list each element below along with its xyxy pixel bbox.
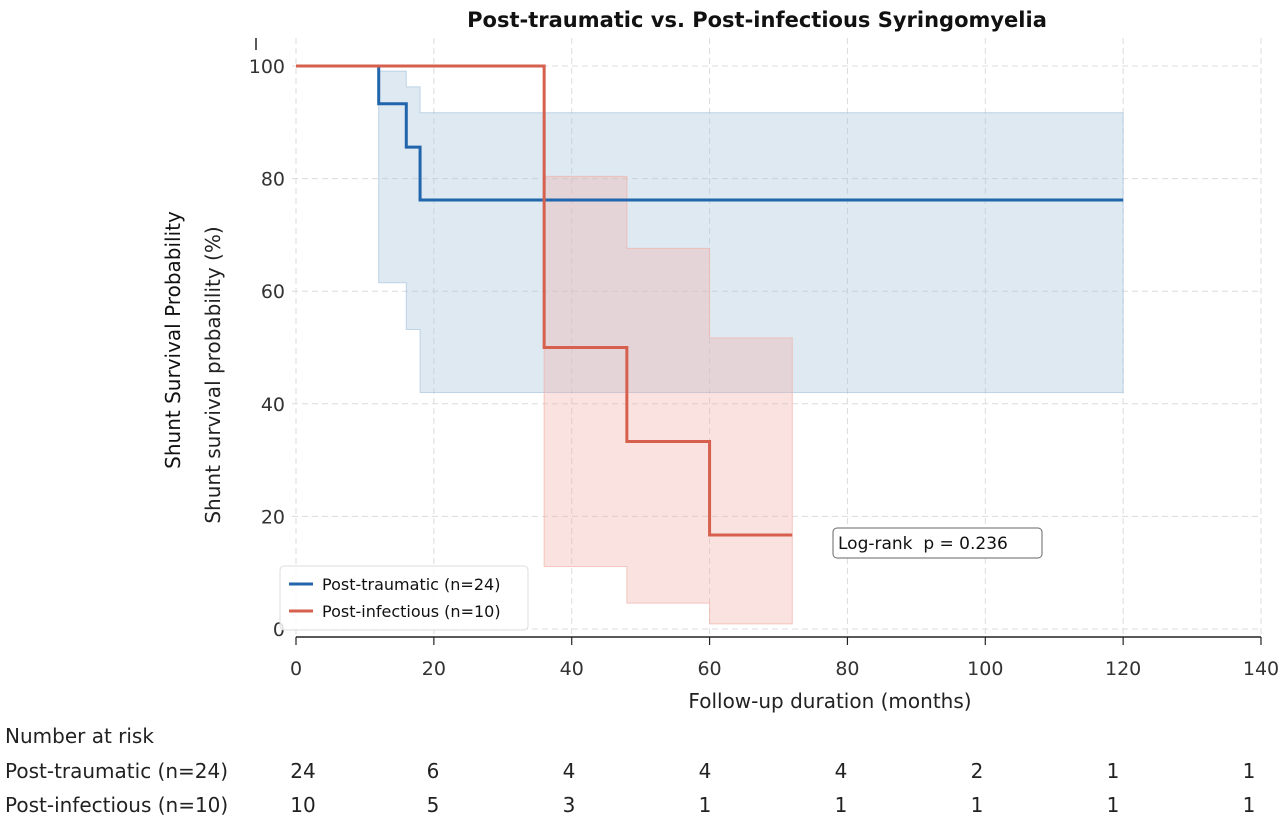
x-axis-label: Follow-up duration (months) bbox=[688, 689, 971, 713]
x-ticks: 0 20 40 60 80 100 120 140 bbox=[290, 637, 1279, 680]
x-tick-label-2: 40 bbox=[560, 658, 584, 680]
annotation-box bbox=[832, 527, 1043, 559]
risk-row-label-infectious: Post-infectious (n=10) bbox=[5, 793, 228, 817]
risk-count-infectious-140: 1 bbox=[1243, 793, 1256, 817]
risk-count-traumatic-60: 4 bbox=[699, 759, 712, 783]
x-tick-label-4: 80 bbox=[835, 658, 859, 680]
y-tick-label-1: 20 bbox=[261, 506, 285, 528]
risk-count-infectious-40: 3 bbox=[563, 793, 576, 817]
risk-count-infectious-0: 10 bbox=[290, 793, 315, 817]
axes bbox=[255, 38, 1261, 638]
legend: Post-traumatic (n=24) Post-infectious (n… bbox=[279, 565, 529, 631]
curve-infectious bbox=[296, 64, 793, 537]
risk-count-infectious-20: 5 bbox=[427, 793, 440, 817]
x-tick-label-1: 20 bbox=[422, 658, 446, 680]
risk-table: Number at risk Post-traumatic (n=24) Pos… bbox=[5, 724, 1255, 817]
y-tick-label-2: 40 bbox=[261, 394, 285, 416]
risk-count-infectious-120: 1 bbox=[1107, 793, 1120, 817]
x-tick-label-3: 60 bbox=[697, 658, 721, 680]
annotation-text: Log-rank p = 0.236 bbox=[838, 534, 1008, 554]
risk-count-traumatic-40: 4 bbox=[563, 759, 576, 783]
risk-counts: 24 6 4 4 4 2 1 1 10 5 3 1 1 1 1 1 bbox=[290, 759, 1255, 817]
chart-title: Post-traumatic vs. Post-infectious Syrin… bbox=[467, 8, 1047, 32]
legend-box bbox=[279, 565, 529, 631]
risk-row-label-traumatic: Post-traumatic (n=24) bbox=[5, 759, 228, 783]
risk-count-traumatic-80: 4 bbox=[835, 759, 848, 783]
y-tick-label-5: 100 bbox=[249, 56, 285, 78]
y-tick-label-4: 80 bbox=[261, 169, 285, 191]
risk-count-traumatic-120: 1 bbox=[1107, 759, 1120, 783]
risk-count-infectious-100: 1 bbox=[971, 793, 984, 817]
x-tick-label-7: 140 bbox=[1243, 658, 1279, 680]
x-tick-label-5: 100 bbox=[967, 658, 1003, 680]
legend-label-infectious: Post-infectious (n=10) bbox=[322, 602, 501, 621]
x-tick-label-0: 0 bbox=[290, 658, 302, 680]
y-axis-label: Shunt survival probability (%) bbox=[201, 226, 225, 523]
survival-curves bbox=[296, 64, 1124, 537]
risk-count-traumatic-0: 24 bbox=[290, 759, 315, 783]
logrank-annotation: Log-rank p = 0.236 bbox=[832, 527, 1043, 559]
curve-traumatic bbox=[296, 64, 1124, 202]
y-axis-outer-label: Shunt Survival Probability bbox=[161, 211, 185, 469]
ci-band-traumatic bbox=[296, 65, 1124, 394]
risk-count-traumatic-140: 1 bbox=[1243, 759, 1256, 783]
risk-count-infectious-60: 1 bbox=[699, 793, 712, 817]
legend-label-traumatic: Post-traumatic (n=24) bbox=[322, 575, 500, 594]
x-tick-label-6: 120 bbox=[1105, 658, 1141, 680]
risk-table-header: Number at risk bbox=[5, 724, 154, 748]
risk-count-infectious-80: 1 bbox=[835, 793, 848, 817]
risk-count-traumatic-100: 2 bbox=[971, 759, 984, 783]
y-tick-label-3: 60 bbox=[261, 281, 285, 303]
risk-count-traumatic-20: 6 bbox=[427, 759, 440, 783]
